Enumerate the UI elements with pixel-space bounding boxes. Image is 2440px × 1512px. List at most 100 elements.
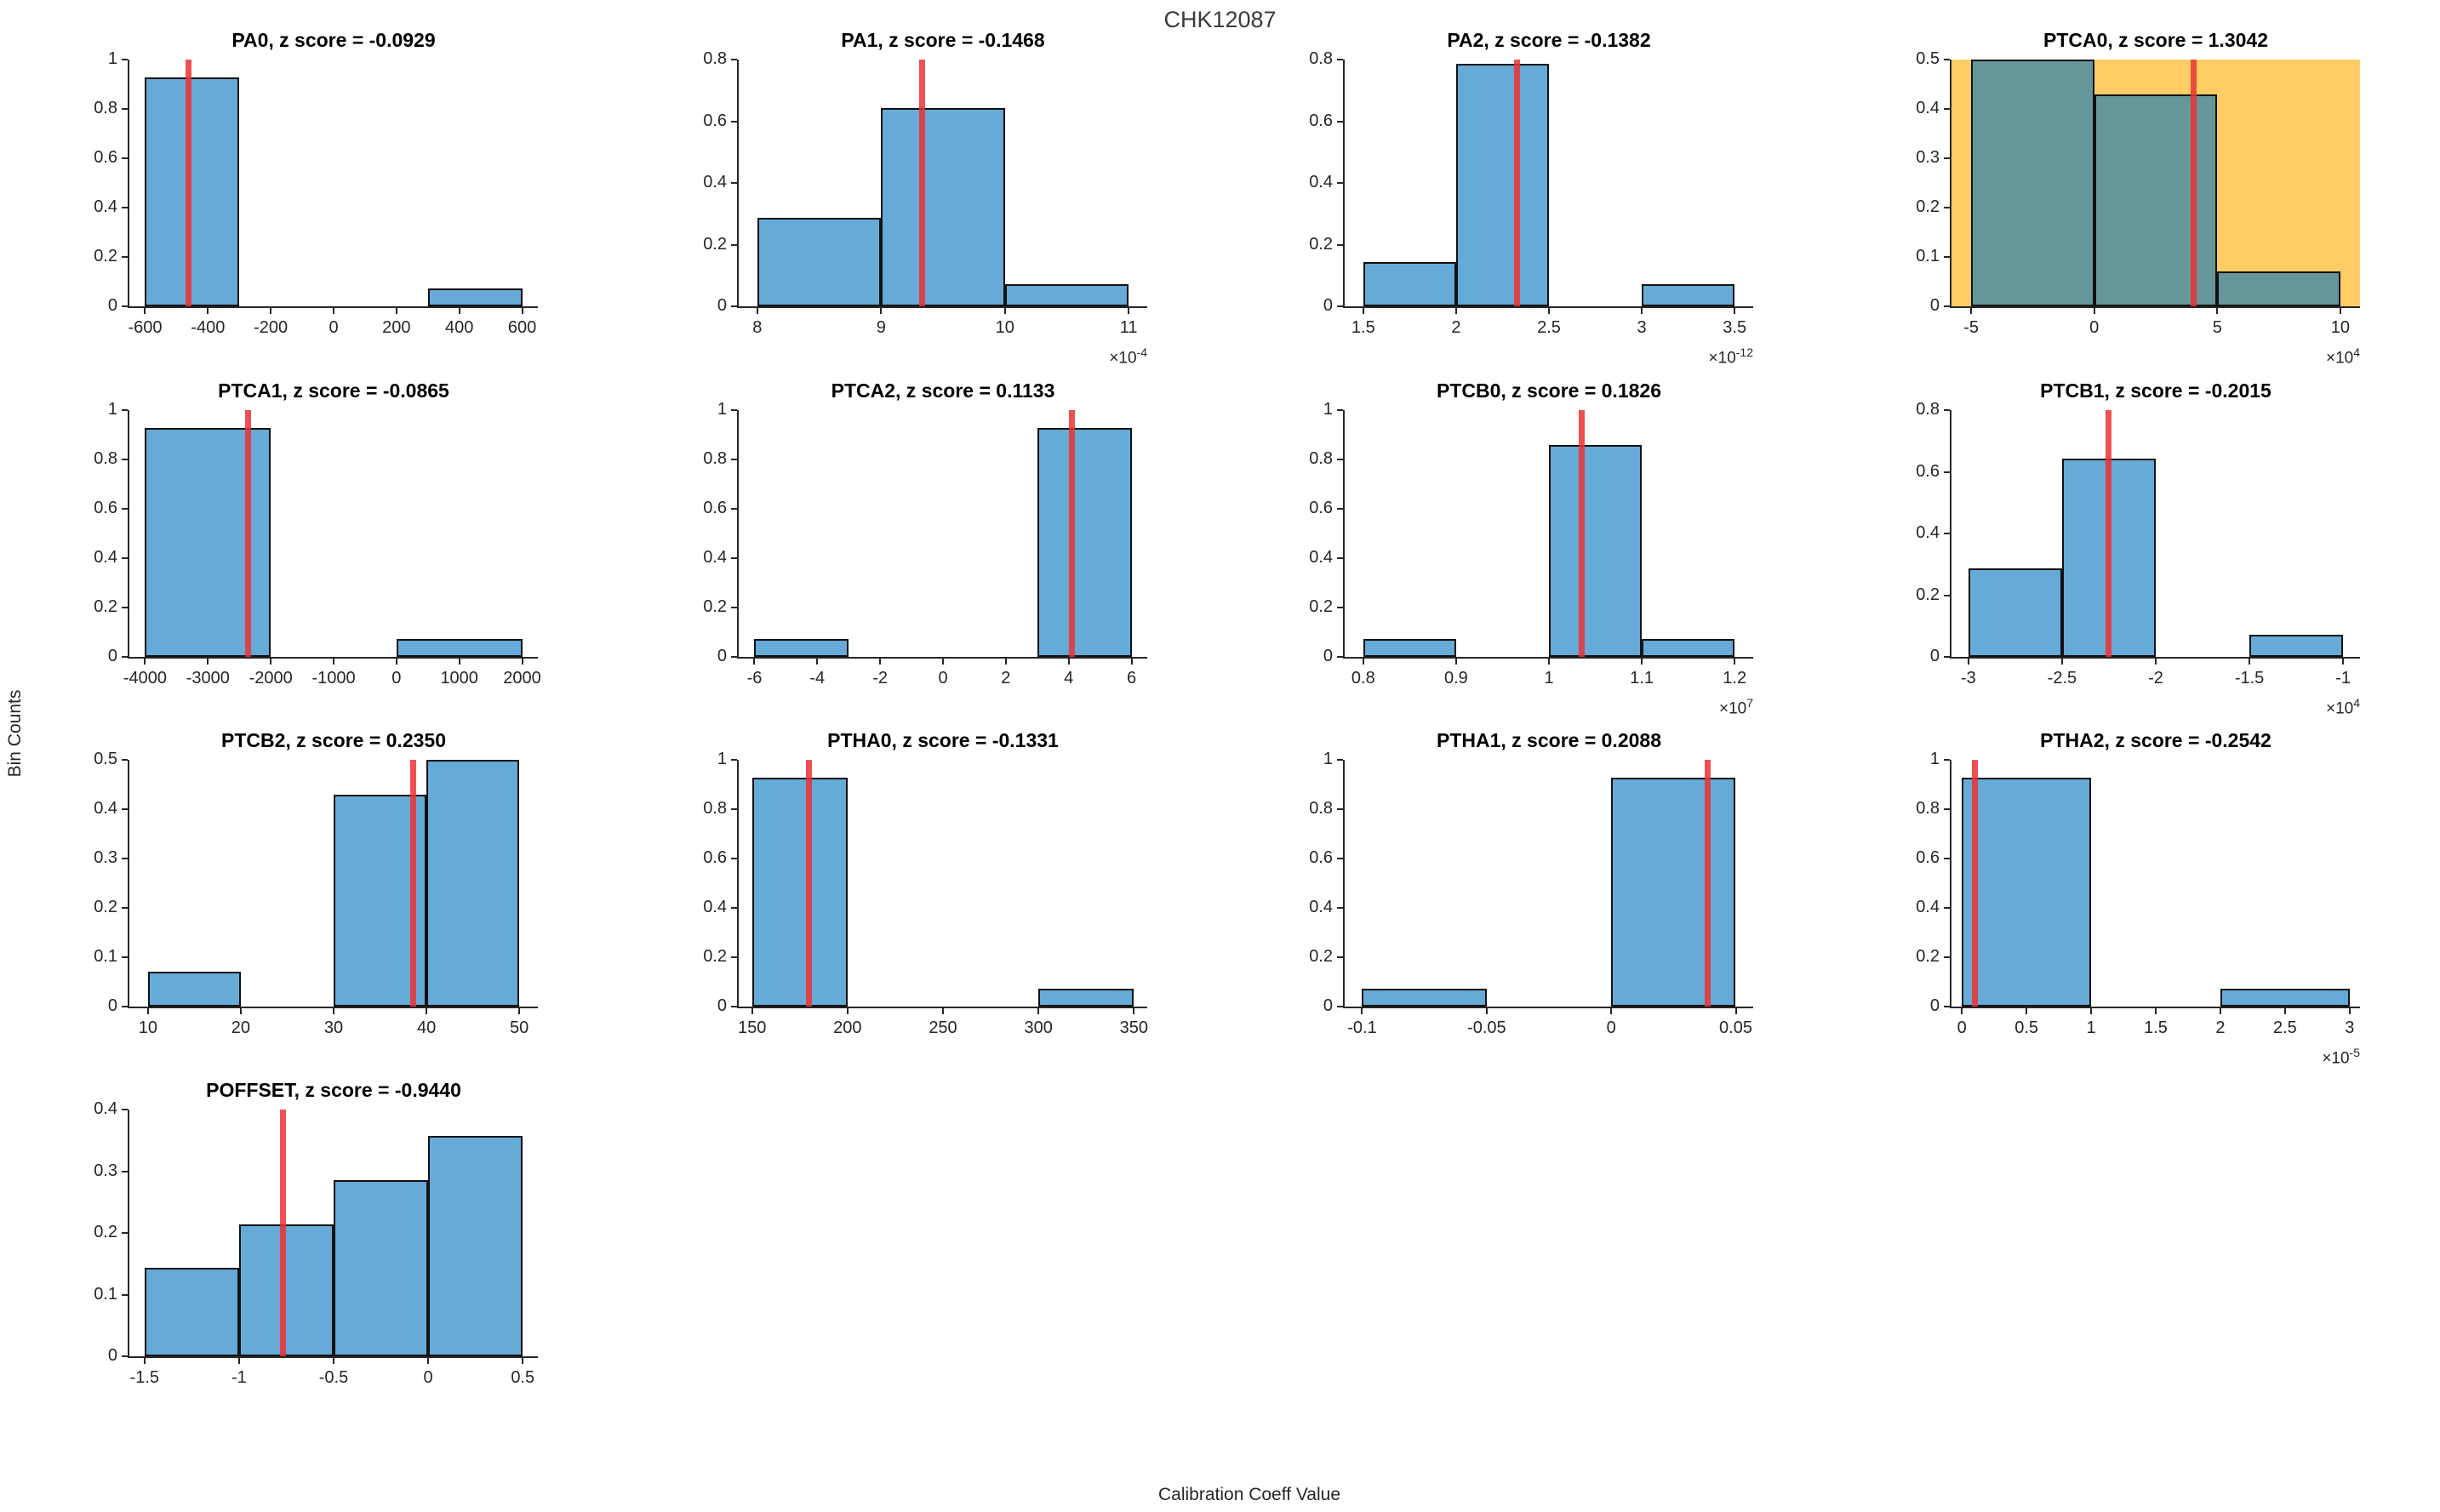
x-tick-mark xyxy=(1610,1008,1613,1014)
plot-area: 150 200 250 300 350 0 0.2 0.4 0.6 0.8 1 xyxy=(703,750,1148,1037)
y-tick-mark xyxy=(122,1355,128,1357)
plot-area: -1.5 -1 -0.5 0 0.5 0 0.1 0.2 0.3 0.4 xyxy=(94,1099,538,1387)
y-tick-label: 0.8 xyxy=(94,449,117,468)
x-tick-mark xyxy=(333,1358,334,1364)
y-tick-mark xyxy=(731,120,737,123)
x-tick-mark xyxy=(395,659,397,665)
histogram-bar xyxy=(1968,568,2062,657)
y-tick-label: 0.1 xyxy=(94,1284,117,1304)
y-tick-mark xyxy=(1337,243,1343,246)
red-marker-line xyxy=(2106,410,2112,657)
y-tick-label: 1 xyxy=(717,750,727,768)
x-tick-label: 1.5 xyxy=(1351,318,1375,337)
y-tick-mark xyxy=(1944,808,1950,810)
x-tick-label: 200 xyxy=(382,318,411,337)
subplot-PA1: PA1, z score = -0.1468 8 9 10 11 0 0.2 0.4 0.6 0.… xyxy=(662,20,1232,369)
x-tick-label: 400 xyxy=(445,318,474,337)
subplot-title: PTCB0, z score = 0.1826 xyxy=(1436,379,1661,402)
y-tick-label: 0.2 xyxy=(703,234,727,254)
x-tick-mark xyxy=(1734,659,1736,665)
y-tick-mark xyxy=(731,59,737,60)
red-marker-line xyxy=(1514,60,1521,306)
x-axis-exponent: ×104 xyxy=(2325,345,2360,368)
x-tick-mark xyxy=(756,308,758,314)
x-axis-exponent: ×107 xyxy=(1718,696,1753,718)
y-tick-mark xyxy=(122,1293,128,1296)
y-tick-mark xyxy=(731,759,737,761)
histogram-bar xyxy=(1362,989,1487,1007)
x-tick-label: -4000 xyxy=(123,669,168,688)
x-tick-mark xyxy=(333,308,334,314)
y-tick-label: 0.2 xyxy=(1916,947,1940,966)
histogram-bar xyxy=(1642,639,1735,657)
x-tick-label: -5 xyxy=(1963,318,1980,337)
y-tick-mark xyxy=(1337,305,1343,307)
histogram-bar xyxy=(1611,777,1736,1007)
x-tick-label: 2 xyxy=(1001,669,1011,688)
y-tick-mark xyxy=(1337,607,1343,608)
y-tick-mark xyxy=(731,656,737,658)
x-tick-label: 1.5 xyxy=(2144,1018,2168,1037)
y-tick-mark xyxy=(1337,409,1343,411)
x-tick-label: 10 xyxy=(138,1018,157,1037)
x-tick-mark xyxy=(144,659,146,665)
x-tick-mark xyxy=(2283,1008,2286,1014)
y-tick-label: 1 xyxy=(107,49,117,68)
y-tick-label: 0.2 xyxy=(94,597,117,616)
x-tick-mark xyxy=(1454,308,1457,314)
y-tick-mark xyxy=(122,108,128,110)
x-tick-label: 5 xyxy=(2212,318,2222,337)
y-tick-mark xyxy=(122,1006,128,1007)
x-tick-label: 1.2 xyxy=(1723,669,1747,688)
subplot-PTCB1: PTCB1, z score = -0.2015 -3 -2.5 -2 -1.5 -1 0 0… xyxy=(1875,371,2440,720)
x-tick-label: 1000 xyxy=(440,669,478,688)
x-tick-label: 250 xyxy=(929,1018,957,1037)
y-tick-mark xyxy=(1944,207,1950,208)
y-tick-label: 0.4 xyxy=(1309,548,1333,567)
subplot-PTHA2: PTHA2, z score = -0.2542 0 0.5 1 1.5 2 2.5 3 0 0.… xyxy=(1875,721,2440,1070)
y-tick-label: 0.2 xyxy=(1309,947,1333,966)
x-tick-mark xyxy=(1548,308,1550,314)
y-tick-mark xyxy=(731,858,737,859)
x-tick-label: -1 xyxy=(231,1368,247,1387)
x-tick-mark xyxy=(1362,308,1364,314)
y-tick-mark xyxy=(1944,157,1950,159)
y-tick-mark xyxy=(1337,759,1343,761)
x-tick-mark xyxy=(270,659,272,665)
y-tick-label: 0.4 xyxy=(703,173,727,191)
y-tick-mark xyxy=(1944,656,1950,658)
x-tick-label: 0 xyxy=(423,1368,433,1387)
y-tick-mark xyxy=(1337,808,1343,810)
y-tick-mark xyxy=(122,1109,128,1110)
y-tick-label: 0.8 xyxy=(703,449,727,468)
x-tick-label: -0.05 xyxy=(1467,1018,1506,1037)
y-tick-mark xyxy=(122,907,128,909)
red-marker-line xyxy=(1578,410,1585,657)
subplot-title: PTCA2, z score = 0.1133 xyxy=(831,379,1055,402)
y-tick-label: 0.6 xyxy=(1916,461,1940,481)
y-tick-mark xyxy=(1944,907,1950,909)
y-tick-mark xyxy=(731,1006,737,1007)
x-tick-label: -3 xyxy=(1960,669,1976,688)
x-tick-mark xyxy=(1133,1008,1135,1014)
y-tick-label: 0.6 xyxy=(1309,848,1333,867)
y-tick-mark xyxy=(1944,108,1950,110)
x-tick-mark xyxy=(522,1358,524,1364)
y-tick-label: 0.6 xyxy=(1916,848,1940,867)
red-marker-line xyxy=(1068,410,1075,657)
histogram-bar xyxy=(881,107,1005,306)
y-tick-label: 0.6 xyxy=(1309,111,1333,130)
y-tick-mark xyxy=(1337,59,1343,60)
y-tick-label: 0.8 xyxy=(1309,49,1333,68)
y-tick-label: 0.4 xyxy=(1309,173,1333,191)
subplot-PTCB2: PTCB2, z score = 0.2350 10 20 30 40 50 0 0.1 0.2… xyxy=(53,721,623,1070)
x-tick-label: 1.1 xyxy=(1630,669,1654,688)
x-tick-label: -2.5 xyxy=(2047,669,2077,688)
plot-area: -6 -4 -2 0 2 4 6 0 0.2 0.4 0.6 0.8 1 xyxy=(703,400,1147,688)
y-tick-mark xyxy=(731,808,737,810)
subplot-title: PTCA0, z score = 1.3042 xyxy=(2043,29,2268,51)
subplot-title: PTCA1, z score = -0.0865 xyxy=(218,379,449,402)
x-tick-mark xyxy=(207,308,209,314)
x-tick-mark xyxy=(458,659,460,665)
y-tick-mark xyxy=(731,907,737,909)
